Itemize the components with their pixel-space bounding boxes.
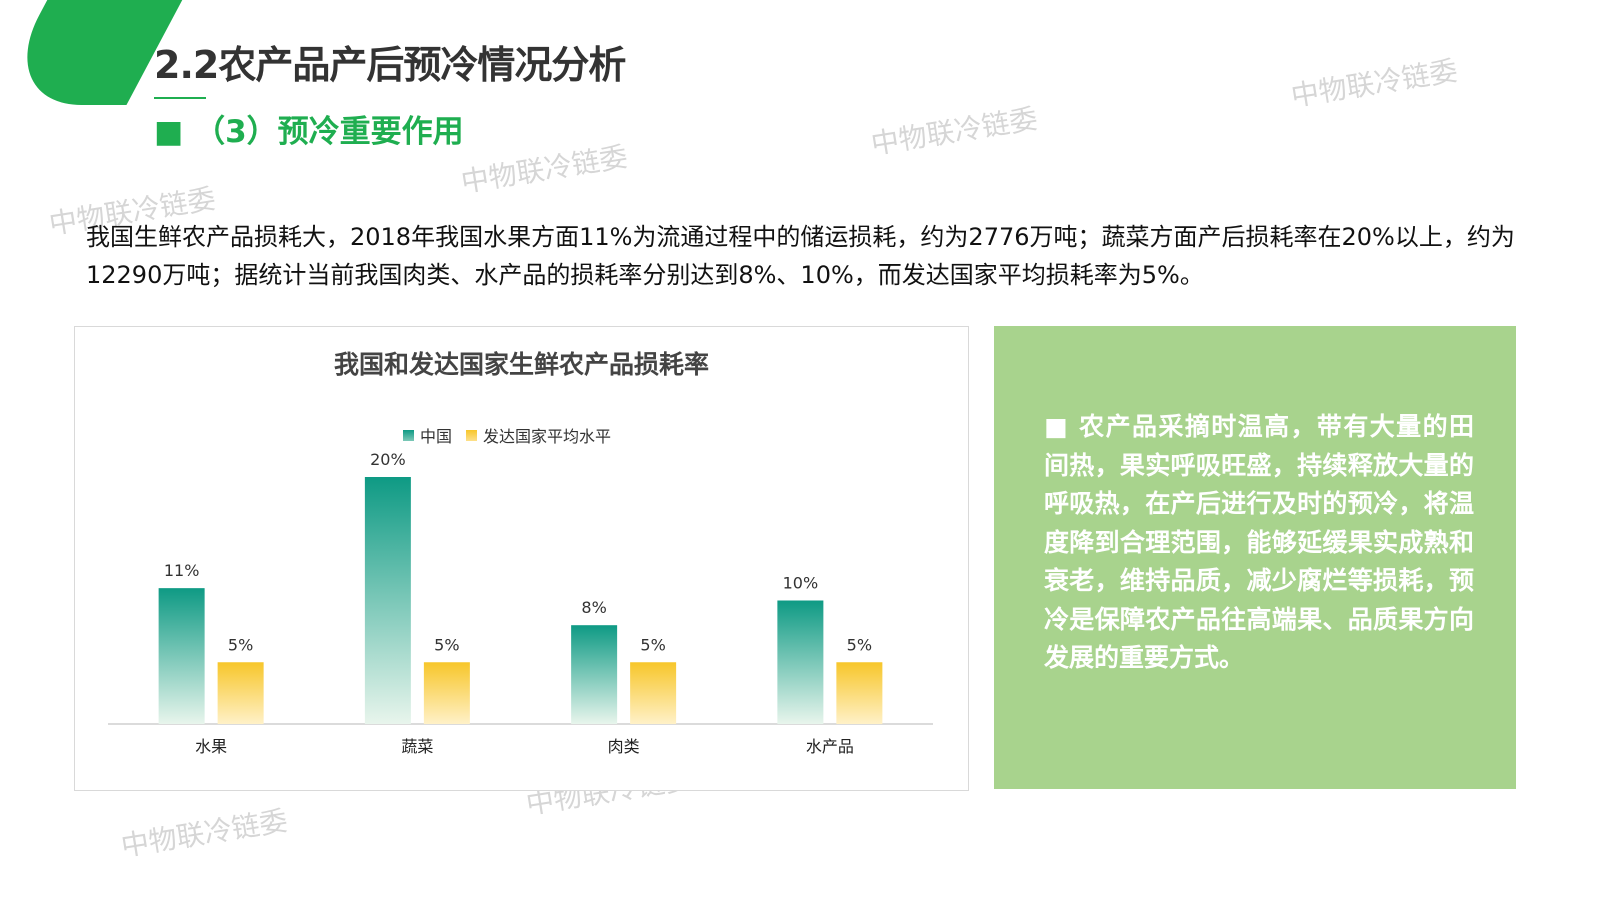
legend-swatch-china: [403, 429, 414, 441]
legend-label-developed: 发达国家平均水平: [483, 427, 612, 446]
data-label-china: 8%: [581, 598, 606, 617]
bar-developed: [630, 662, 677, 724]
bar-developed: [423, 662, 470, 724]
intro-paragraph: 我国生鲜农产品损耗大，2018年我国水果方面11%为流通过程中的储运损耗，约为2…: [86, 223, 1515, 289]
bar-developed: [836, 662, 883, 724]
chart-title: 我国和发达国家生鲜农产品损耗率: [333, 350, 709, 379]
category-label: 水果: [195, 737, 227, 756]
legend-label-china: 中国: [420, 427, 453, 446]
data-label-developed: 5%: [228, 635, 253, 654]
chart-panel: 我国和发达国家生鲜农产品损耗率 中国 发达国家平均水平 11% 5% 水果 20% 5%…: [74, 326, 969, 791]
data-label-developed: 5%: [847, 635, 872, 654]
bar-china: [777, 600, 824, 724]
bar-china: [364, 477, 411, 724]
data-label-china: 11%: [164, 561, 200, 580]
category-label: 蔬菜: [401, 737, 433, 756]
legend-item-china: 中国: [403, 423, 452, 447]
category-label: 水产品: [806, 737, 854, 756]
watermark: 中物联冷链委: [118, 804, 290, 863]
bar-chart: 11% 5% 水果 20% 5% 蔬菜 8% 5% 肉类 10% 5% 水产品: [108, 450, 933, 756]
legend-item-developed: 发达国家平均水平: [466, 423, 611, 447]
legend-swatch-developed: [466, 429, 478, 441]
page-title: 2.2农产品产后预冷情况分析: [154, 43, 626, 87]
chart-legend: 中国 发达国家平均水平: [403, 423, 611, 447]
watermark: 中物联冷链委: [458, 140, 630, 199]
title-underline: [154, 97, 206, 99]
watermark: 中物联冷链委: [1288, 54, 1460, 113]
info-panel: ■ 农产品采摘时温高，带有大量的田间热，果实呼吸旺盛，持续释放大量的呼吸热，在产…: [994, 326, 1516, 789]
watermark: 中物联冷链委: [868, 102, 1040, 161]
data-label-developed: 5%: [434, 635, 459, 654]
section-subtitle: ■ （3）预冷重要作用: [154, 114, 464, 150]
bar-developed: [217, 662, 264, 724]
category-label: 肉类: [608, 737, 640, 756]
data-label-developed: 5%: [640, 635, 665, 654]
bar-china: [571, 625, 618, 724]
data-label-china: 10%: [783, 574, 819, 593]
info-text: ■ 农产品采摘时温高，带有大量的田间热，果实呼吸旺盛，持续释放大量的呼吸热，在产…: [1044, 412, 1474, 672]
bar-china: [158, 588, 205, 724]
data-label-china: 20%: [370, 450, 406, 469]
